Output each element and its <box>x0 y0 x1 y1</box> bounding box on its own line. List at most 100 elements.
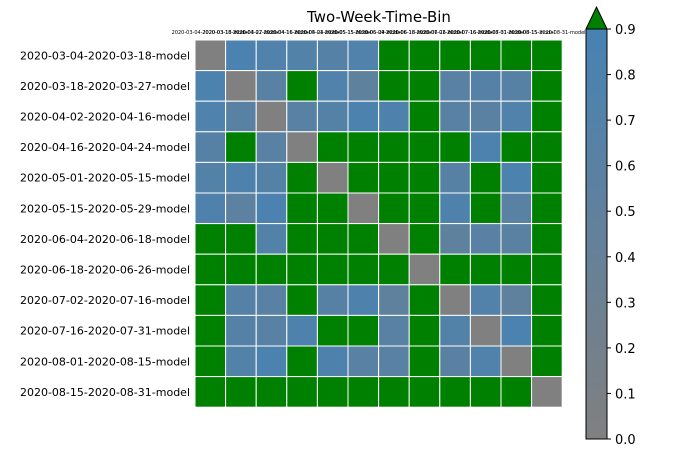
heatmap-cell <box>286 345 318 378</box>
heatmap-cell <box>378 161 410 194</box>
heatmap-cell <box>316 131 349 163</box>
heatmap-cell <box>439 284 471 316</box>
heatmap-cell <box>439 376 471 408</box>
column-label: 2020-08-01-2020-08-15-model <box>478 30 555 36</box>
heatmap-cell <box>347 376 380 408</box>
column-label: 2020-06-18-2020-06-26-model <box>386 30 463 36</box>
heatmap-cell <box>286 100 318 133</box>
heatmap-cell <box>378 223 410 255</box>
heatmap-cell <box>531 70 563 102</box>
heatmap-cell <box>439 345 471 378</box>
colorbar: 0.0 0.1 0.2 0.3 0.4 0.5 0.6 0.7 0.8 0.9 <box>585 5 636 448</box>
heatmap-cell <box>194 39 227 72</box>
heatmap-cell <box>255 284 288 316</box>
heatmap-cell <box>408 70 441 102</box>
colorbar-tick-label: 0.4 <box>615 251 636 266</box>
colorbar-tick-label: 0.1 <box>615 387 636 402</box>
heatmap-cell <box>225 131 257 163</box>
heatmap-cell <box>286 39 318 72</box>
heatmap-cell <box>408 223 441 255</box>
heatmap-cell <box>469 223 502 255</box>
heatmap-cell <box>469 161 502 194</box>
heatmap-cell <box>225 192 257 225</box>
heatmap-cell <box>316 314 349 347</box>
heatmap-cell <box>194 100 227 133</box>
heatmap-cell <box>408 376 441 408</box>
row-label: 2020-08-01-2020-08-15-model <box>20 355 190 368</box>
heatmap-cell <box>194 192 227 225</box>
heatmap-cell <box>194 314 227 347</box>
heatmap-cell <box>531 100 563 133</box>
heatmap-cell <box>255 131 288 163</box>
heatmap-cell <box>408 253 441 286</box>
column-label: 2020-04-02-2020-04-16-model <box>233 30 310 36</box>
heatmap-cell <box>286 376 318 408</box>
heatmap-cell <box>378 253 410 286</box>
heatmap-cell <box>408 314 441 347</box>
row-label: 2020-07-16-2020-07-31-model <box>20 325 190 338</box>
heatmap-cell <box>378 345 410 378</box>
heatmap-cell <box>408 100 441 133</box>
heatmap-cell <box>500 376 533 408</box>
heatmap-cell <box>347 314 380 347</box>
heatmap-cell <box>378 376 410 408</box>
heatmap-cell <box>469 100 502 133</box>
row-label: 2020-04-16-2020-04-24-model <box>20 141 190 154</box>
heatmap-cell <box>347 192 380 225</box>
heatmap-cell <box>500 131 533 163</box>
heatmap-cell <box>347 70 380 102</box>
heatmap-cell <box>469 253 502 286</box>
heatmap-cell <box>439 253 471 286</box>
heatmap-cell <box>286 131 318 163</box>
heatmap-cell <box>500 253 533 286</box>
heatmap-cell <box>500 70 533 102</box>
colorbar-tick-label: 0.0 <box>615 433 636 448</box>
heatmap-cell <box>408 345 441 378</box>
heatmap-cell <box>316 376 349 408</box>
row-label: 2020-04-02-2020-04-16-model <box>20 111 190 124</box>
column-labels: 2020-03-04-2020-03-18-model2020-03-18-20… <box>172 30 586 36</box>
heatmap-cell <box>255 70 288 102</box>
colorbar-tick-label: 0.2 <box>615 342 636 357</box>
heatmap-cell <box>316 39 349 72</box>
heatmap-cell <box>469 39 502 72</box>
row-labels: 2020-03-04-2020-03-18-model 2020-03-18-20… <box>20 49 190 399</box>
heatmap-cell <box>286 284 318 316</box>
heatmap-cell <box>531 284 563 316</box>
heatmap-cell <box>316 253 349 286</box>
column-label: 2020-05-01-2020-05-15-model <box>294 30 371 36</box>
heatmap-cell <box>225 39 257 72</box>
row-label: 2020-06-04-2020-06-18-model <box>20 233 190 246</box>
heatmap-cell <box>347 39 380 72</box>
heatmap-cell <box>347 100 380 133</box>
row-label: 2020-05-15-2020-05-29-model <box>20 202 190 215</box>
colorbar-gradient <box>585 28 608 440</box>
heatmap-cell <box>347 161 380 194</box>
colorbar-tick-label: 0.9 <box>615 23 636 38</box>
heatmap-cell <box>500 192 533 225</box>
heatmap-cell <box>316 223 349 255</box>
heatmap-cell <box>286 192 318 225</box>
column-label: 2020-06-04-2020-06-18-model <box>355 30 432 36</box>
heatmap-cell <box>378 314 410 347</box>
heatmap-cell <box>225 223 257 255</box>
heatmap-cell <box>439 39 471 72</box>
heatmap-cell <box>225 284 257 316</box>
column-label: 2020-07-16-2020-07-31-model <box>447 30 524 36</box>
heatmap-cell <box>531 376 563 408</box>
heatmap-cell <box>378 192 410 225</box>
row-label: 2020-03-04-2020-03-18-model <box>20 49 190 62</box>
heatmap-cell <box>469 70 502 102</box>
heatmap-cell <box>225 70 257 102</box>
heatmap-cell <box>347 345 380 378</box>
heatmap-cell <box>255 376 288 408</box>
heatmap-cell <box>255 192 288 225</box>
column-label: 2020-08-15-2020-08-31-model <box>508 30 585 36</box>
heatmap-cell <box>194 284 227 316</box>
colorbar-tick-label: 0.7 <box>615 114 636 129</box>
heatmap-cell <box>439 192 471 225</box>
row-label: 2020-08-15-2020-08-31-model <box>20 386 190 399</box>
heatmap-cell <box>194 345 227 378</box>
colorbar-extend-triangle <box>585 5 608 30</box>
